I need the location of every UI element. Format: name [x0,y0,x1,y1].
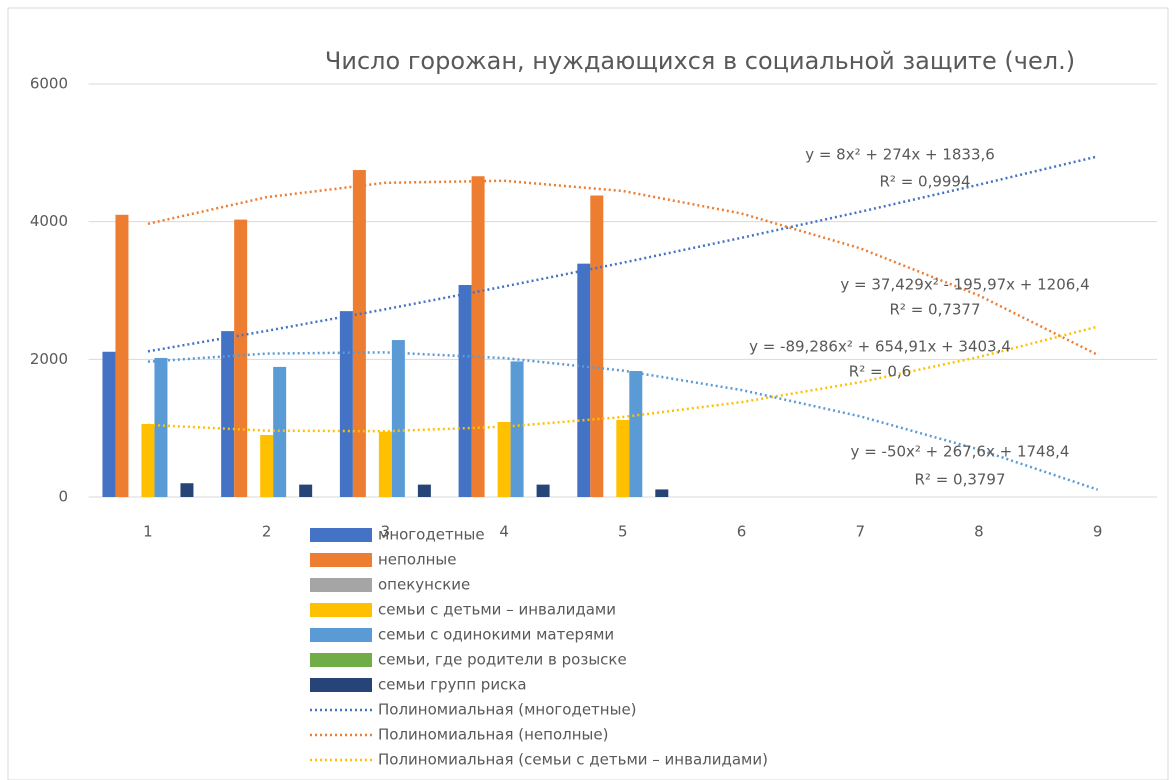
bar [299,484,313,497]
y-tick-label: 0 [58,488,68,506]
trendline-equation: y = 37,429x² - 195,97x + 1206,4 [840,276,1089,294]
bar [497,421,511,497]
trendline-equation: R² = 0,9994 [879,173,970,191]
y-tick-label: 2000 [30,350,68,368]
trendline [147,179,1099,356]
legend-label: опекунские [378,576,470,594]
bar [655,489,669,497]
x-tick-label: 3 [381,523,391,541]
bar [471,176,485,497]
bar [391,340,405,497]
x-tick-label: 1 [143,523,153,541]
legend-label: Полиномиальная (многодетные) [378,701,637,719]
bar [417,484,431,497]
legend-swatch [310,603,372,617]
trendline [147,351,1099,491]
trendline-equation: R² = 0,7377 [889,301,980,319]
bar [577,263,591,497]
bar [141,424,155,497]
bar [260,435,274,497]
trendline-equation: y = -50x² + 267,6x + 1748,4 [851,443,1070,461]
x-tick-label: 5 [618,523,628,541]
bar [154,357,168,497]
legend-label: Полиномиальная (неполные) [378,726,608,744]
bar [339,311,353,497]
bar [510,361,524,497]
legend-label: многодетные [378,526,485,544]
bar [616,419,630,497]
bar [115,214,129,498]
legend-swatch [310,553,372,567]
bar [273,366,287,497]
chart-title: Число горожан, нуждающихся в социальной … [325,47,1075,75]
bar [378,431,392,497]
y-tick-label: 4000 [30,212,68,230]
legend-swatch [310,528,372,542]
bar [234,219,248,497]
bar [536,484,550,497]
legend-label: Полиномиальная (семьи с детьми – инвалид… [378,751,768,769]
legend-swatch [310,578,372,592]
x-tick-label: 6 [737,523,747,541]
trendline [147,155,1098,353]
x-tick-label: 9 [1093,523,1103,541]
x-tick-label: 2 [262,523,272,541]
trendline-equation: y = -89,286x² + 654,91x + 3403,4 [749,338,1011,356]
bar [102,351,116,497]
x-tick-label: 7 [855,523,865,541]
trendline-equation: y = 8x² + 274x + 1833,6 [805,146,995,164]
trendline [147,325,1098,433]
x-tick-label: 8 [974,523,984,541]
legend-swatch [310,653,372,667]
legend-swatch [310,628,372,642]
trendline-equation: R² = 0,3797 [914,471,1005,489]
bar [458,284,472,497]
legend-label: семьи, где родители в розыске [378,651,627,669]
legend-label: неполные [378,551,457,569]
legend-swatch [310,678,372,692]
y-tick-label: 6000 [30,75,68,93]
bar [221,331,235,497]
x-tick-label: 4 [499,523,509,541]
bar [180,483,194,497]
bar [352,170,366,497]
legend-label: семьи с детьми – инвалидами [378,601,616,619]
trendline-equation: R² = 0,6 [849,363,911,381]
legend-label: семьи с одинокими матерями [378,626,614,644]
legend-label: семьи групп риска [378,676,527,694]
bar [590,195,604,497]
bar [629,371,643,497]
